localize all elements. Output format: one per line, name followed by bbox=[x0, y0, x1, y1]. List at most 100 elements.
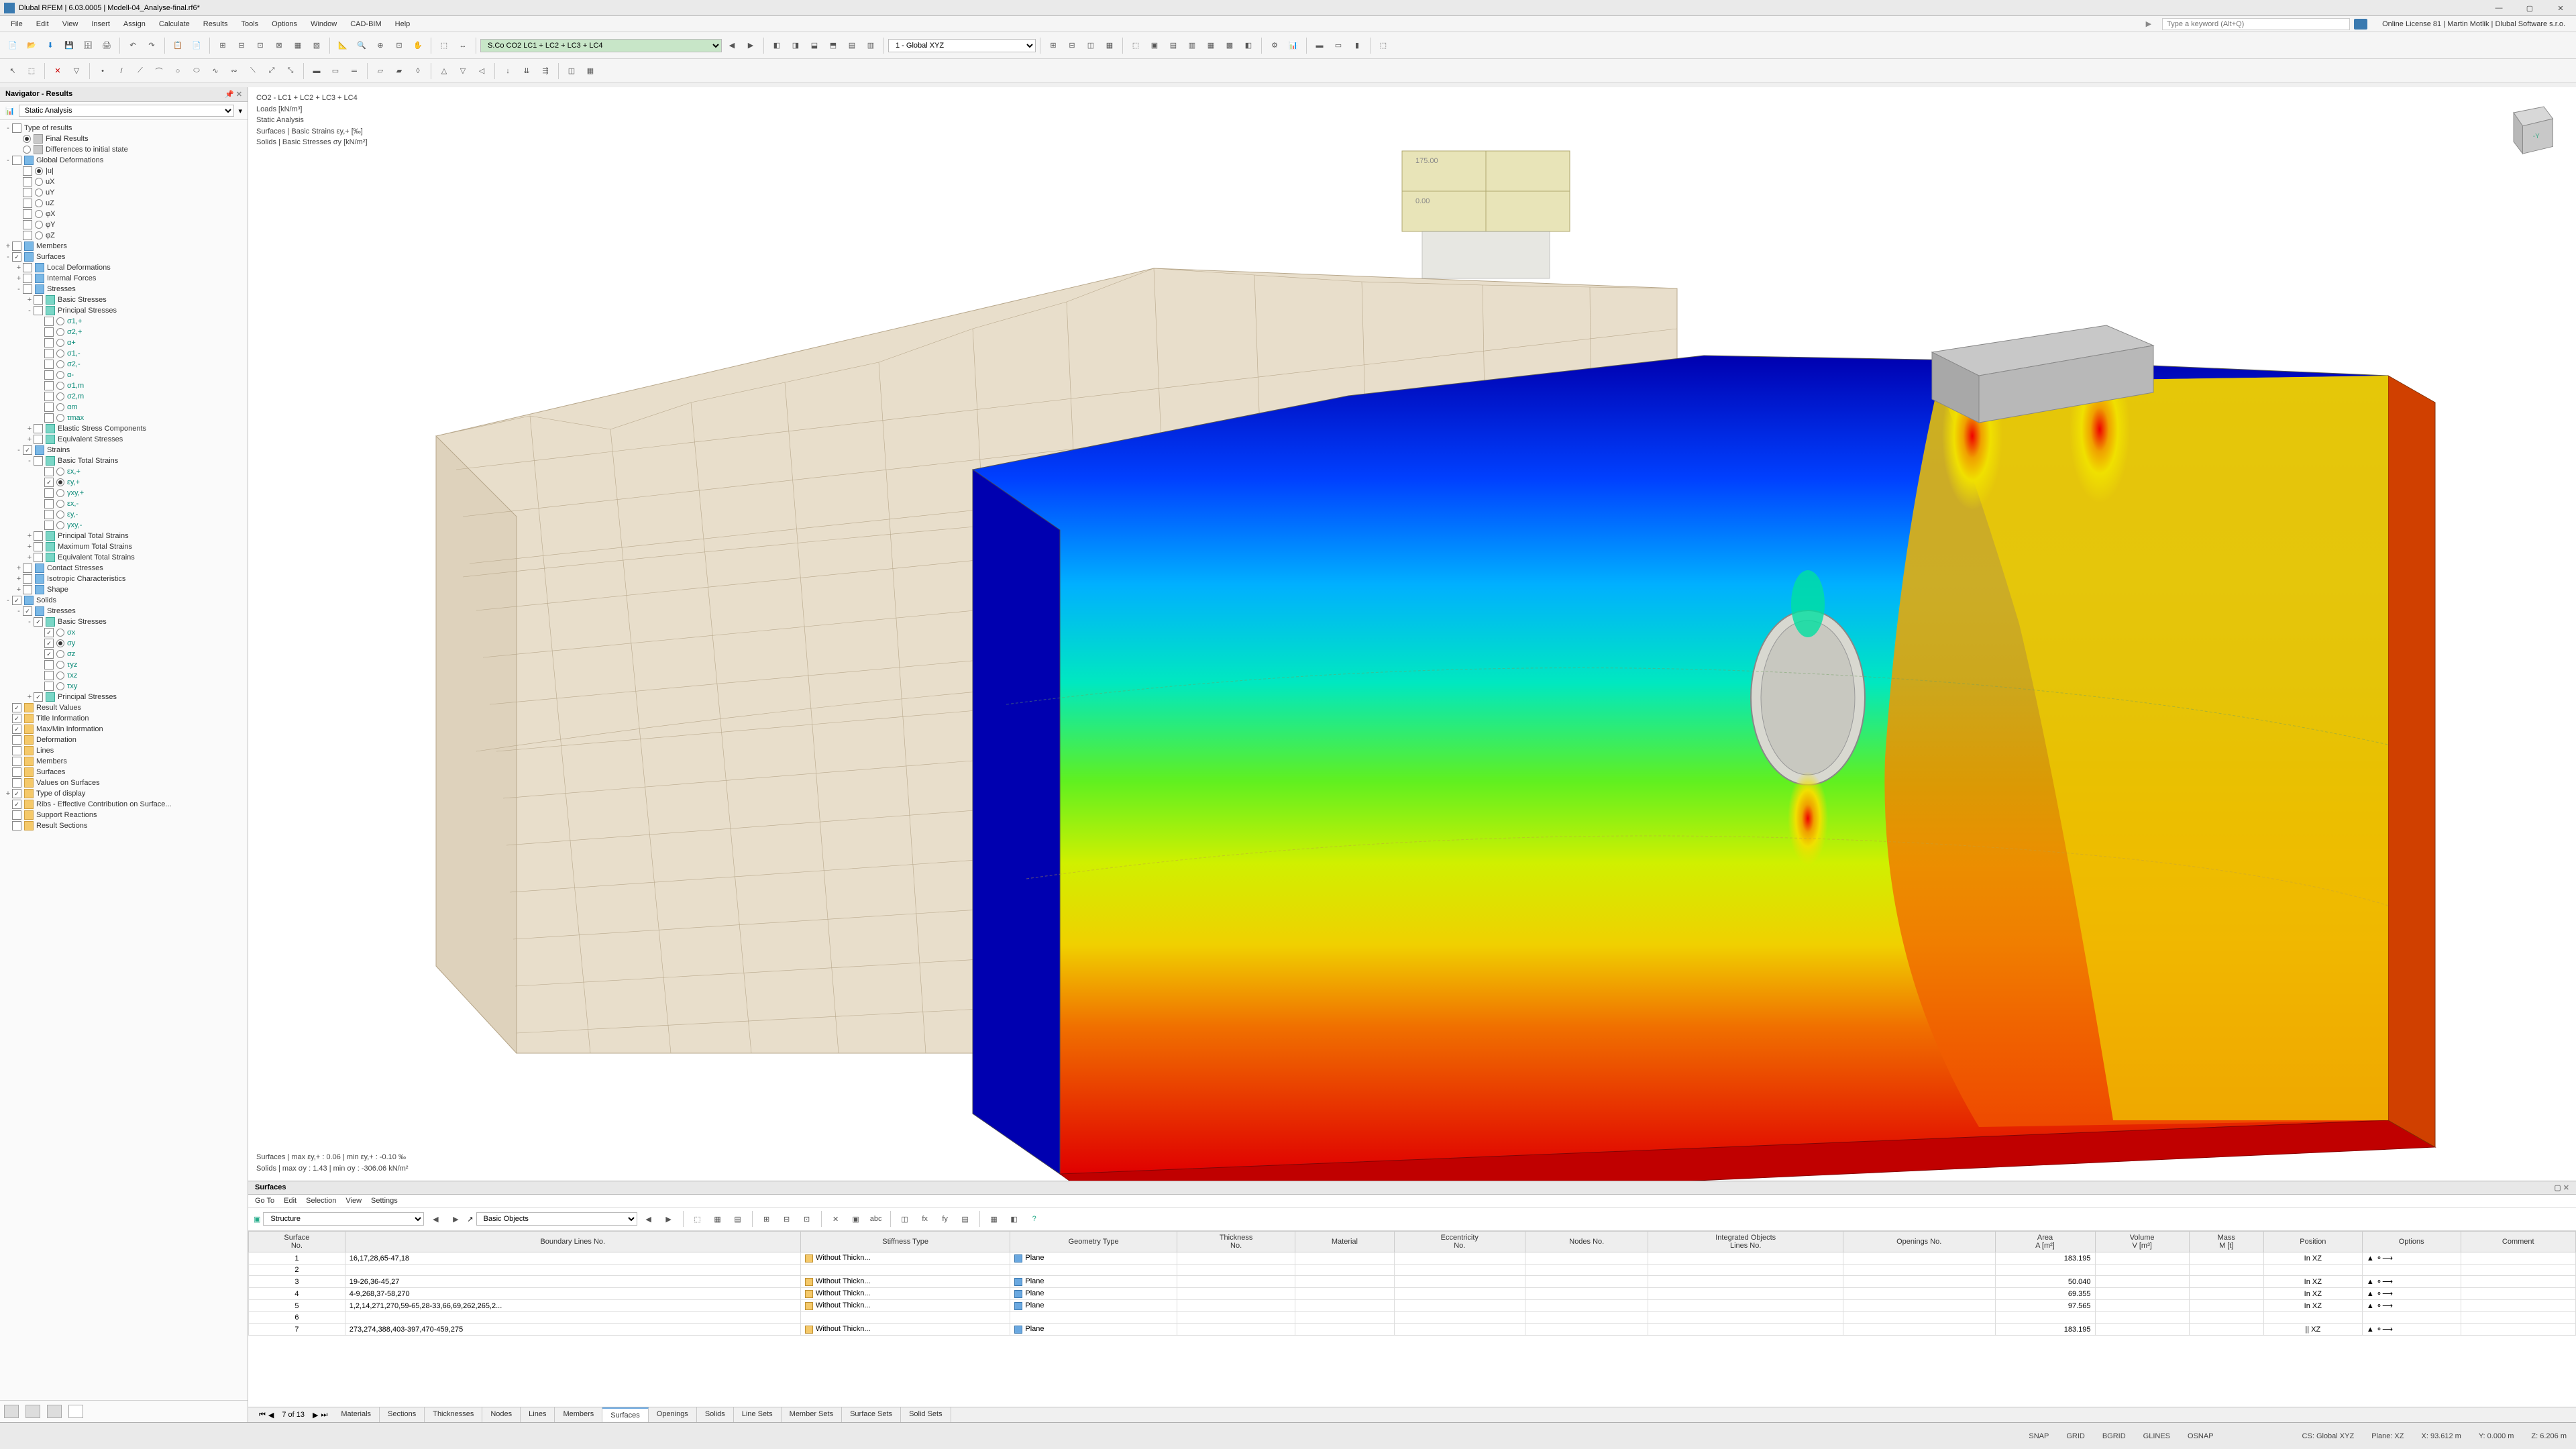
tree-item[interactable]: τxz bbox=[0, 670, 248, 681]
table-header[interactable]: MassM [t] bbox=[2189, 1232, 2263, 1252]
menu-edit[interactable]: Edit bbox=[30, 17, 56, 31]
navicon-2[interactable] bbox=[25, 1405, 40, 1418]
navicon-3[interactable] bbox=[47, 1405, 62, 1418]
draw-arc[interactable]: ⌒ bbox=[150, 62, 168, 80]
tree-item[interactable]: +Elastic Stress Components bbox=[0, 423, 248, 434]
tree-item[interactable]: +Maximum Total Strains bbox=[0, 541, 248, 552]
menu-assign[interactable]: Assign bbox=[117, 17, 152, 31]
status-grid[interactable]: GRID bbox=[2066, 1432, 2085, 1440]
tree-item[interactable]: γxy,+ bbox=[0, 488, 248, 498]
draw-circ[interactable]: ○ bbox=[169, 62, 186, 80]
tree-item[interactable]: +Type of display bbox=[0, 788, 248, 799]
bp-last[interactable]: ⏭ bbox=[321, 1411, 327, 1419]
navicon-1[interactable] bbox=[4, 1405, 19, 1418]
import-button[interactable]: ⬇ bbox=[42, 37, 59, 54]
draw-spline[interactable]: ∿ bbox=[207, 62, 224, 80]
tree-item[interactable]: Final Results bbox=[0, 133, 248, 144]
tree-item[interactable]: σ1,m bbox=[0, 380, 248, 391]
tree-item[interactable]: εx,+ bbox=[0, 466, 248, 477]
tree-item[interactable]: -Global Deformations bbox=[0, 155, 248, 166]
bp-t14[interactable]: ◧ bbox=[1006, 1210, 1023, 1228]
bp-t10[interactable]: fx bbox=[916, 1210, 934, 1228]
bp-t3[interactable]: ▤ bbox=[729, 1210, 747, 1228]
bp-t8[interactable]: abc bbox=[867, 1210, 885, 1228]
tree-item[interactable]: +Equivalent Stresses bbox=[0, 434, 248, 445]
tree-item[interactable]: +Basic Stresses bbox=[0, 294, 248, 305]
load-combo[interactable]: S.Co CO2 LC1 + LC2 + LC3 + LC4 bbox=[480, 39, 722, 52]
bp-next[interactable]: ▶ bbox=[447, 1210, 464, 1228]
pan-button[interactable]: ✋ bbox=[409, 37, 427, 54]
bottom-tab[interactable]: Nodes bbox=[482, 1407, 521, 1422]
zoom-button[interactable]: 🔍 bbox=[353, 37, 370, 54]
tree-item[interactable]: Differences to initial state bbox=[0, 144, 248, 155]
tool-k[interactable]: ⬚ bbox=[1127, 37, 1144, 54]
menu-options[interactable]: Options bbox=[265, 17, 304, 31]
table-header[interactable]: Position bbox=[2263, 1232, 2362, 1252]
table-header[interactable]: ThicknessNo. bbox=[1177, 1232, 1295, 1252]
bottom-tab[interactable]: Line Sets bbox=[734, 1407, 782, 1422]
tree-item[interactable]: Surfaces bbox=[0, 767, 248, 777]
menu-cadbim[interactable]: CAD-BIM bbox=[343, 17, 388, 31]
bottom-tab[interactable]: Openings bbox=[649, 1407, 697, 1422]
tree-item[interactable]: Support Reactions bbox=[0, 810, 248, 820]
table-row[interactable]: 2 bbox=[249, 1265, 2576, 1276]
draw-mem3[interactable]: ═ bbox=[345, 62, 363, 80]
bottom-tab[interactable]: Members bbox=[555, 1407, 602, 1422]
draw-load2[interactable]: ⇊ bbox=[518, 62, 535, 80]
draw-l10[interactable]: ⤢ bbox=[263, 62, 280, 80]
tree-item[interactable]: α- bbox=[0, 370, 248, 380]
tool-h[interactable]: ⊟ bbox=[1063, 37, 1081, 54]
tree-item[interactable]: Title Information bbox=[0, 713, 248, 724]
navigator-pin-icon[interactable]: 📌 ✕ bbox=[225, 90, 242, 99]
bp-next2[interactable]: ▶ bbox=[660, 1210, 678, 1228]
tree-item[interactable]: +Contact Stresses bbox=[0, 563, 248, 574]
coord-combo[interactable]: 1 - Global XYZ bbox=[888, 39, 1036, 52]
tool-p[interactable]: ▩ bbox=[1221, 37, 1238, 54]
saveall-button[interactable]: 🗄 bbox=[79, 37, 97, 54]
draw-line[interactable]: / bbox=[113, 62, 130, 80]
menu-view[interactable]: View bbox=[56, 17, 85, 31]
bottom-tab[interactable]: Member Sets bbox=[782, 1407, 842, 1422]
save-button[interactable]: 💾 bbox=[60, 37, 78, 54]
tool-t[interactable]: ▬ bbox=[1311, 37, 1328, 54]
tree-item[interactable]: -Basic Total Strains bbox=[0, 455, 248, 466]
table-header[interactable]: Geometry Type bbox=[1010, 1232, 1177, 1252]
table-header[interactable]: Boundary Lines No. bbox=[345, 1232, 800, 1252]
tool-g[interactable]: ⊞ bbox=[1044, 37, 1062, 54]
table-header[interactable]: Integrated ObjectsLines No. bbox=[1648, 1232, 1843, 1252]
tree-item[interactable]: uZ bbox=[0, 198, 248, 209]
tree-item[interactable]: Members bbox=[0, 756, 248, 767]
tree-item[interactable]: τxy bbox=[0, 681, 248, 692]
tree-item[interactable]: -Type of results bbox=[0, 123, 248, 133]
view2-button[interactable]: ⊟ bbox=[233, 37, 250, 54]
tree-item[interactable]: Max/Min Information bbox=[0, 724, 248, 735]
tool-q[interactable]: ◧ bbox=[1240, 37, 1257, 54]
tree-item[interactable]: +Members bbox=[0, 241, 248, 252]
bp-t13[interactable]: ▦ bbox=[985, 1210, 1003, 1228]
tree-item[interactable]: Values on Surfaces bbox=[0, 777, 248, 788]
tool-s[interactable]: 📊 bbox=[1285, 37, 1302, 54]
view3-button[interactable]: ⊡ bbox=[252, 37, 269, 54]
status-osnap[interactable]: OSNAP bbox=[2188, 1432, 2214, 1440]
results-tree[interactable]: -Type of resultsFinal ResultsDifferences… bbox=[0, 120, 248, 1400]
tree-item[interactable]: Result Values bbox=[0, 702, 248, 713]
draw-nurbs[interactable]: ∾ bbox=[225, 62, 243, 80]
undo-button[interactable]: ↶ bbox=[124, 37, 142, 54]
tree-item[interactable]: Result Sections bbox=[0, 820, 248, 831]
bp-t9[interactable]: ◫ bbox=[896, 1210, 914, 1228]
draw-pline[interactable]: ⟋ bbox=[131, 62, 149, 80]
draw-select[interactable]: ⬚ bbox=[23, 62, 40, 80]
table-header[interactable]: Stiffness Type bbox=[800, 1232, 1010, 1252]
bottom-tab[interactable]: Sections bbox=[380, 1407, 425, 1422]
tree-item[interactable]: εy,+ bbox=[0, 477, 248, 488]
tree-item[interactable]: σ2,- bbox=[0, 359, 248, 370]
tree-item[interactable]: uY bbox=[0, 187, 248, 198]
view6-button[interactable]: ▧ bbox=[308, 37, 325, 54]
draw-filter[interactable]: ▽ bbox=[68, 62, 85, 80]
structure-dropdown[interactable]: Structure bbox=[263, 1212, 424, 1226]
tree-item[interactable]: +Principal Stresses bbox=[0, 692, 248, 702]
tool-o[interactable]: ▦ bbox=[1202, 37, 1220, 54]
bottom-tab[interactable]: Solids bbox=[697, 1407, 734, 1422]
draw-sup2[interactable]: ▽ bbox=[454, 62, 472, 80]
tree-item[interactable]: Deformation bbox=[0, 735, 248, 745]
